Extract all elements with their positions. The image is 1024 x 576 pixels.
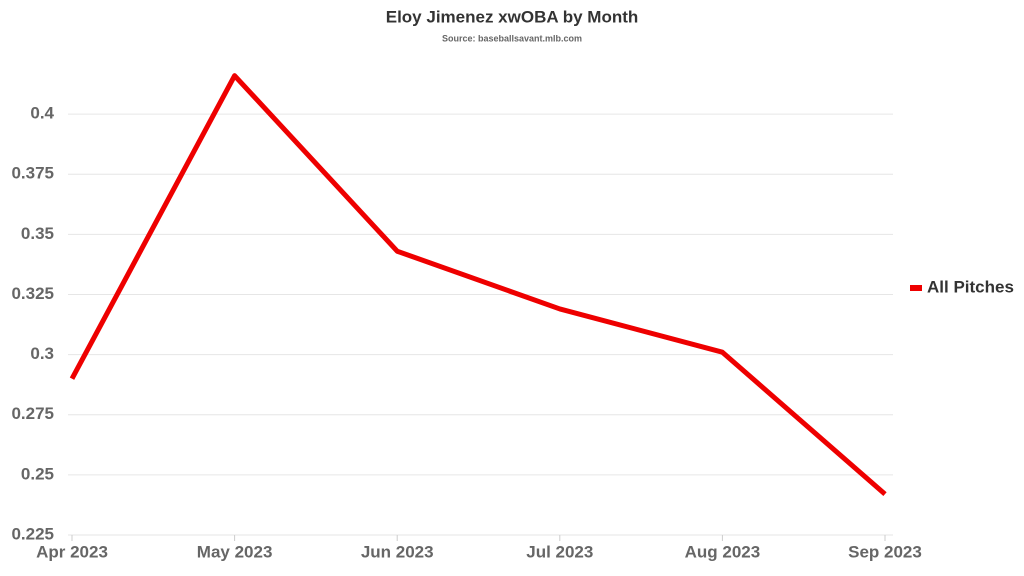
x-tick-label: Aug 2023 (685, 542, 761, 561)
y-tick-label: 0.4 (30, 104, 54, 123)
x-tick-label: May 2023 (197, 542, 273, 561)
y-tick-label: 0.375 (11, 164, 54, 183)
line (69, 73, 887, 496)
x-tick-label: Sep 2023 (848, 542, 922, 561)
x-tick-label: Apr 2023 (36, 542, 108, 561)
y-tick-label: 0.275 (11, 404, 54, 423)
y-tick-label: 0.225 (11, 524, 54, 543)
y-tick-label: 0.3 (30, 344, 54, 363)
chart-subtitle: Source: baseballsavant.mlb.com (442, 33, 582, 43)
x-tick-label: Jun 2023 (361, 542, 434, 561)
chart-title: Eloy Jimenez xwOBA by Month (386, 7, 639, 26)
y-tick-label: 0.25 (21, 464, 54, 483)
legend-swatch (910, 285, 922, 291)
legend-label: All Pitches (927, 277, 1014, 296)
y-tick-label: 0.35 (21, 224, 54, 243)
x-tick-label: Jul 2023 (526, 542, 593, 561)
y-tick-label: 0.325 (11, 284, 54, 303)
